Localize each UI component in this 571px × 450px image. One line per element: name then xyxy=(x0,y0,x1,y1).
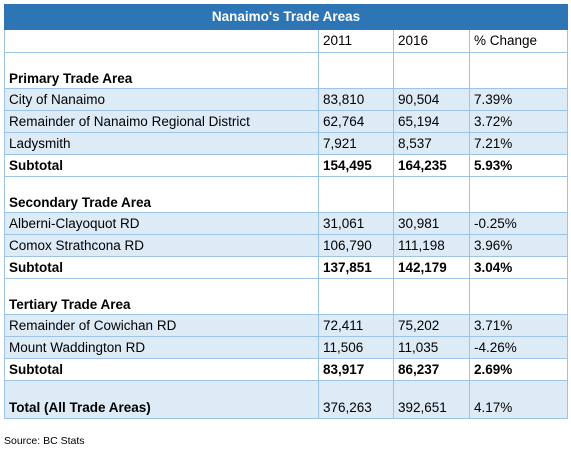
value-2016: 111,198 xyxy=(393,234,470,257)
section-header-row: Secondary Trade Area xyxy=(4,176,569,213)
value-2016: 30,981 xyxy=(393,212,470,235)
column-header-row: 2011 2016 % Change xyxy=(4,29,569,53)
value-2011: 62,764 xyxy=(318,110,394,133)
column-header-change: % Change xyxy=(468,29,569,53)
subtotal-2011: 83,917 xyxy=(318,358,394,381)
subtotal-row: Subtotal 137,851 142,179 3.04% xyxy=(4,256,569,279)
subtotal-2011: 137,851 xyxy=(318,256,394,279)
table-row: City of Nanaimo 83,810 90,504 7.39% xyxy=(4,88,569,111)
table-row: Remainder of Cowichan RD 72,411 75,202 3… xyxy=(4,314,569,337)
value-2016: 75,202 xyxy=(393,314,470,337)
total-2011: 376,263 xyxy=(318,380,394,419)
subtotal-2016: 86,237 xyxy=(393,358,470,381)
subtotal-label: Subtotal xyxy=(4,256,319,279)
table-row: Alberni-Clayoquot RD 31,061 30,981 -0.25… xyxy=(4,212,569,235)
value-change: 3.72% xyxy=(468,110,569,133)
area-name: Remainder of Nanaimo Regional District xyxy=(4,110,319,133)
value-change: -4.26% xyxy=(468,336,569,359)
subtotal-change: 5.93% xyxy=(468,154,569,177)
subtotal-row: Subtotal 83,917 86,237 2.69% xyxy=(4,358,569,381)
table-row: Comox Strathcona RD 106,790 111,198 3.96… xyxy=(4,234,569,257)
value-2016: 90,504 xyxy=(393,88,470,111)
value-change: 3.71% xyxy=(468,314,569,337)
area-name: Mount Waddington RD xyxy=(4,336,319,359)
value-2016: 65,194 xyxy=(393,110,470,133)
value-change: 7.21% xyxy=(468,132,569,155)
trade-areas-table: Nanaimo's Trade Areas 2011 2016 % Change… xyxy=(3,4,569,419)
table-row: Ladysmith 7,921 8,537 7.21% xyxy=(4,132,569,155)
value-2011: 72,411 xyxy=(318,314,394,337)
value-2011: 11,506 xyxy=(318,336,394,359)
table-title-row: Nanaimo's Trade Areas xyxy=(3,4,569,30)
table-row: Remainder of Nanaimo Regional District 6… xyxy=(4,110,569,133)
value-change: -0.25% xyxy=(468,212,569,235)
section-header-row: Tertiary Trade Area xyxy=(4,278,569,315)
column-header-2016: 2016 xyxy=(393,29,470,53)
area-name: Remainder of Cowichan RD xyxy=(4,314,319,337)
value-2011: 106,790 xyxy=(318,234,394,257)
value-2011: 7,921 xyxy=(318,132,394,155)
value-2011: 31,061 xyxy=(318,212,394,235)
total-2016: 392,651 xyxy=(393,380,470,419)
trade-areas-table-container: Nanaimo's Trade Areas 2011 2016 % Change… xyxy=(3,4,569,419)
subtotal-2016: 142,179 xyxy=(393,256,470,279)
table-row: Mount Waddington RD 11,506 11,035 -4.26% xyxy=(4,336,569,359)
total-change: 4.17% xyxy=(468,380,569,419)
total-label: Total (All Trade Areas) xyxy=(4,380,319,419)
subtotal-label: Subtotal xyxy=(4,358,319,381)
section-label-tertiary: Tertiary Trade Area xyxy=(4,278,319,315)
area-name: Comox Strathcona RD xyxy=(4,234,319,257)
section-label-secondary: Secondary Trade Area xyxy=(4,176,319,213)
value-change: 3.96% xyxy=(468,234,569,257)
section-label-primary: Primary Trade Area xyxy=(4,52,319,89)
area-name: Ladysmith xyxy=(4,132,319,155)
section-header-row: Primary Trade Area xyxy=(4,52,569,89)
subtotal-change: 3.04% xyxy=(468,256,569,279)
area-name: City of Nanaimo xyxy=(4,88,319,111)
column-header-name xyxy=(4,29,319,53)
total-row: Total (All Trade Areas) 376,263 392,651 … xyxy=(4,380,569,419)
subtotal-label: Subtotal xyxy=(4,154,319,177)
value-2016: 8,537 xyxy=(393,132,470,155)
area-name: Alberni-Clayoquot RD xyxy=(4,212,319,235)
value-2016: 11,035 xyxy=(393,336,470,359)
subtotal-2011: 154,495 xyxy=(318,154,394,177)
subtotal-2016: 164,235 xyxy=(393,154,470,177)
source-note: Source: BC Stats xyxy=(4,435,85,447)
subtotal-change: 2.69% xyxy=(468,358,569,381)
value-change: 7.39% xyxy=(468,88,569,111)
table-title: Nanaimo's Trade Areas xyxy=(3,4,569,30)
subtotal-row: Subtotal 154,495 164,235 5.93% xyxy=(4,154,569,177)
value-2011: 83,810 xyxy=(318,88,394,111)
column-header-2011: 2011 xyxy=(318,29,394,53)
